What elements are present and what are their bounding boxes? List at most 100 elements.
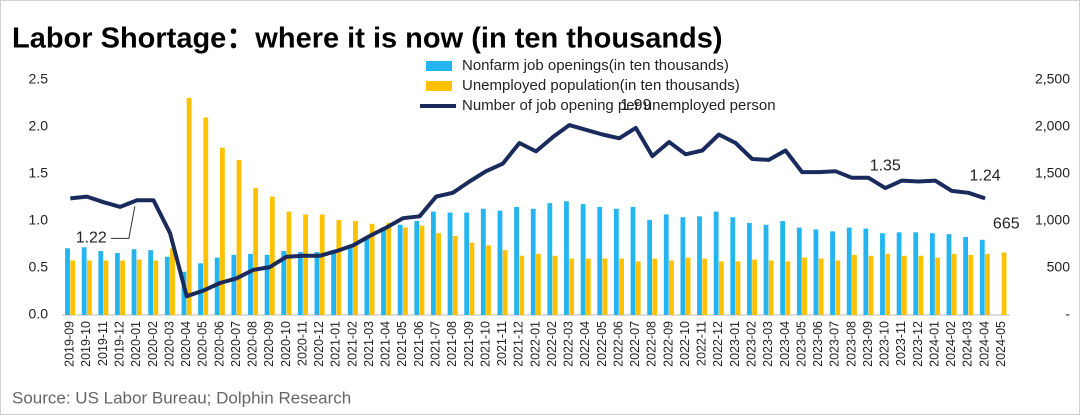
bar (796, 227, 802, 315)
x-tick-label: 2020-07 (229, 321, 243, 367)
x-tick-label: 2020-12 (312, 321, 326, 367)
x-tick-label: 2023-06 (811, 321, 825, 367)
x-tick-label: 2023-04 (778, 321, 792, 367)
bar (148, 250, 154, 315)
bar (702, 258, 708, 315)
data-label: 1.22 (76, 230, 107, 247)
x-tick-label: 2024-04 (977, 321, 991, 367)
x-tick-label: 2019-11 (96, 321, 110, 366)
bar (186, 97, 192, 315)
x-tick-label: 2020-08 (246, 321, 260, 367)
bar (81, 247, 87, 315)
y-tick-label: 0.5 (29, 259, 49, 275)
data-label: 1.99 (620, 97, 651, 114)
bar (131, 249, 137, 315)
x-tick-label: 2021-08 (445, 321, 459, 367)
bar (170, 248, 175, 315)
x-tick-label: 2020-10 (279, 321, 293, 367)
data-label: 1.35 (870, 157, 901, 174)
x-tick-label: 2023-03 (761, 321, 775, 367)
bar (486, 245, 491, 315)
bar (203, 117, 209, 315)
bar (248, 253, 253, 315)
y-tick-label: 2.5 (29, 71, 49, 87)
bar (514, 206, 519, 315)
chart-title: Labor Shortage：where it is now (in ten t… (12, 23, 723, 55)
bar (397, 224, 403, 315)
bar (619, 258, 624, 315)
bar (663, 214, 669, 315)
legend-marker (426, 81, 452, 91)
bar (569, 258, 575, 315)
bar (402, 227, 408, 315)
x-tick-label: 2022-01 (528, 321, 542, 367)
x-tick-label: 2022-05 (595, 321, 609, 367)
bar (386, 222, 392, 315)
bar (347, 245, 353, 315)
bar (946, 234, 952, 315)
bar (697, 216, 702, 315)
bar (369, 223, 375, 315)
y2-tick-label: - (1065, 306, 1070, 322)
x-tick-label: 2023-10 (878, 321, 892, 367)
x-tick-label: 2021-06 (412, 321, 426, 367)
x-tick-label: 2021-02 (345, 321, 359, 367)
bar (253, 188, 259, 315)
x-tick-label: 2023-02 (745, 321, 759, 367)
bar (630, 206, 636, 315)
bar (469, 242, 475, 315)
bar (281, 251, 287, 315)
x-tick-label: 2023-12 (911, 321, 925, 367)
x-tick-label: 2022-07 (628, 321, 642, 367)
bar (70, 260, 76, 315)
x-tick-label: 2021-09 (462, 321, 476, 367)
x-tick-label: 2023-09 (861, 321, 875, 367)
line (70, 123, 986, 299)
data-label: 1.24 (969, 168, 1000, 185)
bar (718, 261, 724, 315)
bar (319, 214, 325, 315)
bar (497, 210, 503, 315)
bar (414, 221, 420, 315)
bar (530, 208, 536, 315)
x-tick-label: 2023-07 (828, 321, 842, 367)
legend-label: Unemployed population(in ten thousands) (462, 77, 740, 94)
bar (896, 232, 902, 315)
bar (502, 250, 508, 315)
bar (65, 248, 70, 315)
bar (86, 260, 92, 315)
x-tick-label: 2020-05 (196, 321, 210, 367)
bar (336, 220, 342, 315)
x-tick-label: 2022-06 (611, 321, 625, 367)
x-tick-label: 2024-05 (994, 321, 1008, 367)
x-tick-label: 2021-03 (362, 321, 376, 367)
x-tick-label: 2021-01 (329, 321, 343, 367)
x-tick-label: 2023-05 (794, 321, 808, 367)
bar (880, 233, 885, 315)
bar (602, 258, 608, 315)
x-tick-label: 2020-06 (212, 321, 226, 367)
bar (735, 261, 741, 315)
bar (364, 238, 370, 315)
y-tick-label: 0.0 (29, 306, 49, 322)
y2-tick-label: 2,000 (1035, 118, 1070, 134)
source: Source: US Labor Bureau; Dolphin Researc… (12, 388, 351, 407)
legend-marker (426, 61, 452, 71)
bar (464, 212, 470, 315)
bar (951, 253, 957, 315)
bar (1001, 252, 1007, 315)
bar (885, 253, 891, 315)
y2-tick-label: 1,500 (1035, 165, 1070, 181)
x-tick-label: 2019-09 (63, 321, 77, 367)
bar (480, 208, 486, 315)
bar (419, 225, 425, 315)
bar (431, 211, 436, 315)
bar (597, 206, 603, 315)
y-tick-label: 2.0 (29, 118, 49, 134)
bar (585, 258, 591, 315)
x-tick-label: 2023-11 (894, 321, 908, 366)
bar (669, 260, 674, 315)
y-tick-label: 1.5 (29, 165, 49, 181)
bar (613, 208, 619, 315)
bar (136, 259, 142, 315)
